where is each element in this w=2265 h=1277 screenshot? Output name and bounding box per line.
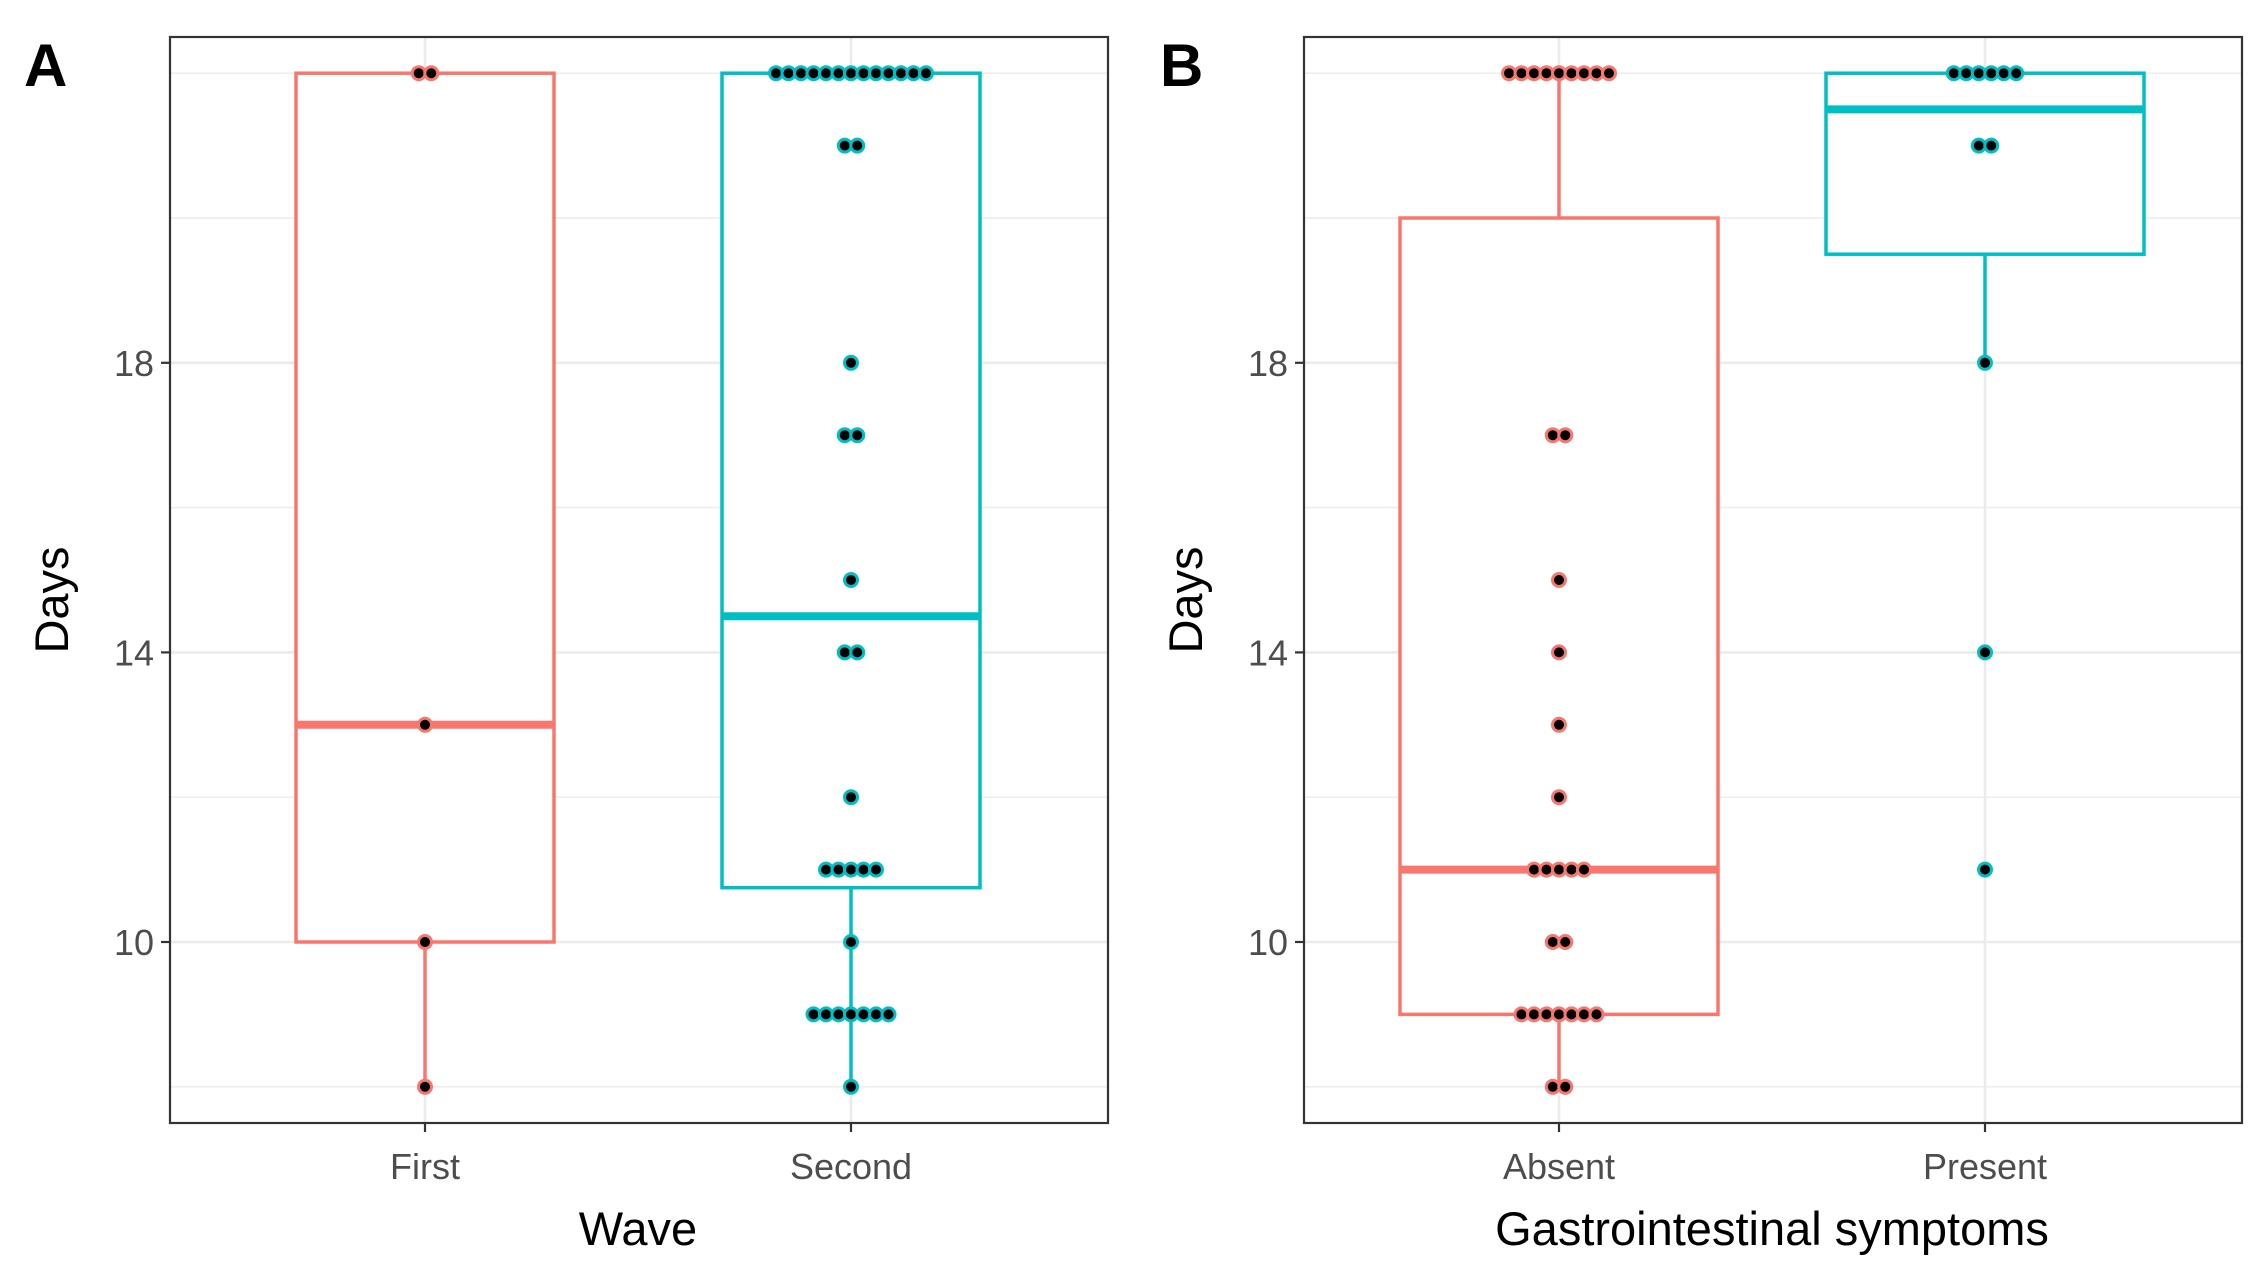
panel-a: 10 14 18 First Second A Wave Days [24,32,1110,1255]
present-data-point [1977,644,1993,661]
second-data-point [849,644,866,661]
panel-b: 10 14 18 Absent Present B Gastrointestinal s… [1159,32,2244,1255]
present-data-point [1977,861,1993,878]
panel-b-x-tick-label: Present [1923,1146,2047,1187]
first-box [294,71,556,944]
panel-b-y-tick-label: 10 [1248,922,1288,963]
first-data-point [417,934,433,950]
second-data-point [843,572,859,588]
absent-data-point [1601,65,1617,82]
panel-b-frame [1302,35,2244,1125]
panel-a-y-tick-label: 10 [114,922,154,963]
second-data-point [868,861,884,878]
panel-a-y-tick-label: 18 [114,343,154,384]
panel-a-frame [168,35,1110,1125]
absent-data-point [1557,427,1574,444]
panel-b-x-tick-label: Absent [1503,1146,1615,1187]
second-data-point [843,789,859,806]
panel-a-x-tick-label: Second [790,1146,912,1187]
second-data-point [843,1078,859,1095]
second-box [720,71,982,890]
present-box [1824,71,2146,256]
second-data-point [849,427,866,444]
panel-b-y-axis-title: Days [1159,546,1212,653]
absent-data-point [1557,1078,1574,1095]
absent-data-point [1551,644,1567,661]
absent-data-point [1551,716,1567,733]
absent-data-point [1588,1006,1605,1023]
first-data-point [423,65,440,82]
second-data-point [849,137,866,154]
panel-a-y-tick-label: 14 [114,632,154,673]
first-data-point [417,1078,433,1095]
panel-b-y-tick-label: 14 [1248,632,1288,673]
panel-b-letter: B [1160,32,1203,99]
panel-a-x-axis-title: Wave [579,1202,697,1255]
present-data-point [1983,137,2000,154]
absent-data-point [1576,861,1592,878]
panel-b-y-tick-label: 18 [1248,343,1288,384]
present-data-point [1977,354,1993,371]
second-data-point [880,1006,897,1023]
present-data-point [2008,65,2025,82]
second-data-point [918,65,934,82]
absent-data-point [1551,789,1567,806]
panel-a-x-tick-label: First [390,1146,460,1187]
panel-a-y-axis-title: Days [25,546,78,653]
first-data-point [417,716,433,733]
panel-a-letter: A [24,32,67,99]
panel-b-x-axis-title: Gastrointestinal symptoms [1495,1202,2049,1255]
absent-data-point [1557,934,1574,950]
absent-box [1398,216,1720,1017]
second-data-point [843,354,859,371]
second-data-point [843,934,859,950]
absent-data-point [1551,572,1567,588]
